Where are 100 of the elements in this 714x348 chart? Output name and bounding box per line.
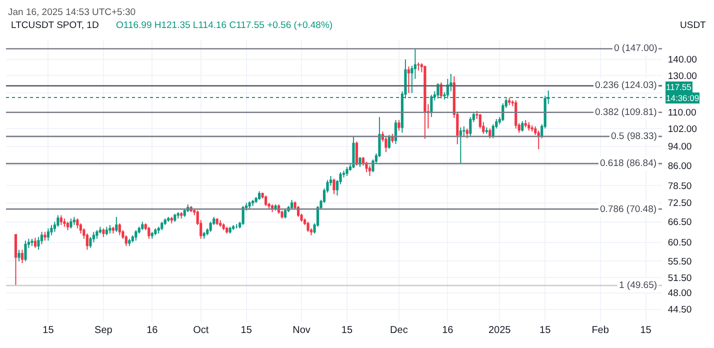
candlestick xyxy=(20,249,24,264)
y-tick-label: 140.00 xyxy=(668,54,697,66)
candlestick xyxy=(167,216,170,222)
chart-title: LTCUSDT SPOT, 1D xyxy=(11,20,99,31)
candlestick xyxy=(24,240,27,262)
candlestick xyxy=(112,226,114,234)
y-axis-title: USDT xyxy=(680,20,706,31)
candlestick xyxy=(108,224,112,234)
text: 14:36:09 xyxy=(666,93,700,103)
candlestick xyxy=(485,126,488,134)
y-tick-label: 102.00 xyxy=(668,124,697,135)
candlestick xyxy=(284,208,287,219)
candlestick xyxy=(150,231,154,240)
candlestick xyxy=(508,97,511,106)
candlestick xyxy=(72,216,76,226)
candlestick xyxy=(242,205,244,226)
candlestick xyxy=(524,120,527,128)
candlestick xyxy=(346,166,348,177)
candlestick xyxy=(417,62,420,72)
candlestick xyxy=(248,200,251,210)
x-tick-label: Oct xyxy=(193,325,209,336)
candlestick xyxy=(180,212,183,219)
candlestick xyxy=(148,226,150,240)
candlestick xyxy=(174,213,176,222)
candlestick xyxy=(219,220,222,228)
candlestick xyxy=(355,141,358,166)
x-tick-label: Dec xyxy=(390,325,408,336)
text: O116.99 H121.35 L114.16 C117.55 +0.56 (+0.48%) xyxy=(116,20,333,31)
x-tick-label: 15 xyxy=(240,325,252,336)
x-tick-label: 15 xyxy=(640,325,652,336)
y-tick-label: 130.00 xyxy=(668,70,697,82)
candlestick xyxy=(388,134,390,150)
y-tick-label: 66.50 xyxy=(668,217,692,228)
candlestick xyxy=(128,238,131,247)
ref-line-label: 0.618 (86.84) xyxy=(600,158,657,169)
candlestick xyxy=(394,120,397,144)
candlestick xyxy=(176,212,180,219)
candlestick xyxy=(18,249,20,262)
y-tick-label: 51.50 xyxy=(668,272,692,284)
candlestick xyxy=(235,224,238,229)
candlestick xyxy=(530,124,534,132)
candlestick xyxy=(216,218,218,226)
candlestick xyxy=(226,226,228,234)
candlestick xyxy=(202,231,206,240)
y-tick-label: 72.50 xyxy=(668,198,692,210)
y-tick-label: 86.00 xyxy=(668,160,692,172)
candlestick xyxy=(115,216,118,232)
candlestick xyxy=(63,218,66,228)
candlestick xyxy=(528,122,530,132)
candlestick xyxy=(258,190,261,200)
candlestick xyxy=(365,161,368,173)
candlestick xyxy=(160,221,164,231)
candlestick xyxy=(368,165,372,177)
x-tick-label: 2025 xyxy=(488,325,512,336)
candlestick xyxy=(398,120,400,132)
ref-line-label: 0.236 (124.03) xyxy=(595,80,657,91)
candlestick xyxy=(105,226,108,236)
candlestick xyxy=(514,100,518,129)
x-tick-label: Nov xyxy=(292,325,310,336)
candlestick xyxy=(459,126,462,164)
ref-line-label: 0 (147.00) xyxy=(614,43,658,54)
candlestick xyxy=(66,221,69,231)
ref-line-label: 1 (49.65) xyxy=(619,280,658,291)
candlestick xyxy=(232,224,235,231)
candlestick xyxy=(118,222,121,236)
candlestick xyxy=(70,218,72,229)
candlestick xyxy=(424,65,426,140)
candlestick xyxy=(466,128,468,139)
candlestick xyxy=(170,216,173,224)
y-tick-label: 44.50 xyxy=(668,304,692,316)
candlestick xyxy=(34,237,37,248)
candlestick xyxy=(183,208,186,218)
x-tick-label: Feb xyxy=(592,325,610,336)
candlestick xyxy=(209,221,212,232)
y-tick-label: 48.00 xyxy=(668,288,692,300)
candlestick xyxy=(46,228,50,242)
y-tick-label: 78.50 xyxy=(668,180,692,192)
candlestick xyxy=(102,228,105,238)
candlestick xyxy=(154,228,157,236)
candlestick xyxy=(407,66,410,94)
candlestick xyxy=(141,221,144,231)
x-tick-label: 15 xyxy=(540,325,552,336)
x-tick-label: 15 xyxy=(42,325,54,336)
candlestick xyxy=(488,128,492,139)
candlestick xyxy=(14,234,18,286)
candlestick xyxy=(502,102,504,122)
chart-subtitle: Jan 16, 2025 14:53 UTC+5:30 xyxy=(8,7,136,18)
candlestick xyxy=(228,226,232,234)
candlestick xyxy=(332,178,336,195)
x-tick-label: 16 xyxy=(442,325,454,336)
ref-line-label: 0.5 (98.33) xyxy=(611,131,657,142)
candlestick xyxy=(44,231,46,242)
candlestick xyxy=(252,199,254,206)
candlestick xyxy=(352,136,355,169)
y-tick-label: 60.50 xyxy=(668,238,692,249)
candlestick xyxy=(290,199,294,210)
candlestick xyxy=(222,222,225,231)
y-tick-label: 55.50 xyxy=(668,256,692,268)
candlestick xyxy=(537,130,540,150)
candlestick xyxy=(391,133,394,144)
